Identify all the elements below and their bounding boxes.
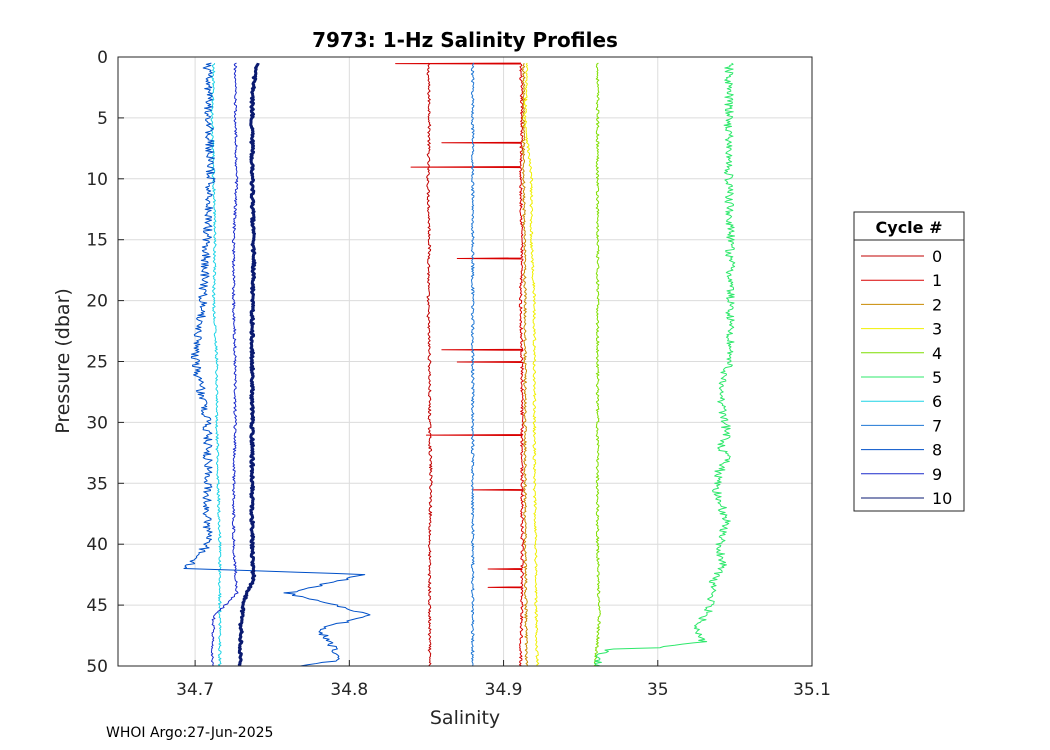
legend-label-cycle-10: 10: [932, 489, 952, 508]
legend-entries: 0 1 2 3 4 5 6 7 8 9 10: [861, 247, 952, 508]
footer-credit: WHOI Argo:27-Jun-2025: [106, 725, 274, 741]
legend-label-cycle-2: 2: [932, 295, 942, 314]
y-tick-label: 10: [86, 170, 108, 190]
legend-box: [853, 211, 965, 512]
legend-label-cycle-3: 3: [932, 320, 942, 339]
series-line-cycle-7: [470, 62, 475, 666]
legend-title: Cycle #: [876, 218, 943, 237]
series-line-cycle-5: [594, 62, 736, 666]
series-layer: [183, 62, 736, 666]
y-tick-label: 5: [97, 109, 108, 129]
y-axis-label: Pressure (dbar): [52, 288, 74, 434]
legend-label-cycle-9: 9: [932, 465, 942, 484]
series-line-cycle-3: [523, 62, 540, 666]
y-tick-labels: 0 5 10 15 20 25 30 35 40 45 50: [86, 48, 124, 677]
x-tick-label: 34.9: [485, 680, 523, 700]
x-tick-label: 35: [647, 680, 669, 700]
y-tick-label: 30: [86, 413, 108, 433]
legend-label-cycle-8: 8: [932, 441, 942, 460]
x-axis-label: Salinity: [430, 707, 500, 729]
legend-label-cycle-6: 6: [932, 392, 942, 411]
series-line-cycle-8: [183, 62, 371, 666]
series-line-cycle-9: [210, 62, 239, 666]
chart-title: 7973: 1-Hz Salinity Profiles: [312, 28, 618, 52]
legend-label-cycle-4: 4: [932, 344, 942, 363]
series-line-cycle-0: [426, 62, 433, 666]
series-line-cycle-2: [521, 62, 529, 666]
y-tick-label: 15: [86, 231, 108, 251]
y-tick-label: 0: [97, 48, 108, 68]
y-tick-label: 20: [86, 292, 108, 312]
legend: Cycle # 0 1 2 3 4 5 6 7 8 9 10: [853, 211, 965, 512]
y-tick-label: 50: [86, 657, 108, 677]
legend-label-cycle-5: 5: [932, 368, 942, 387]
y-tick-label: 45: [86, 596, 108, 616]
x-tick-label: 35.1: [793, 680, 831, 700]
legend-label-cycle-1: 1: [932, 271, 942, 290]
y-tick-label: 35: [86, 474, 108, 494]
y-tick-label: 40: [86, 535, 108, 555]
legend-label-cycle-7: 7: [932, 416, 942, 435]
legend-label-cycle-0: 0: [932, 247, 942, 266]
x-tick-label: 34.8: [330, 680, 368, 700]
series-line-cycle-10: [237, 62, 260, 666]
series-line-cycle-1: [395, 62, 524, 666]
y-tick-label: 25: [86, 353, 108, 373]
series-line-cycle-4: [593, 62, 601, 666]
x-tick-label: 34.7: [176, 680, 214, 700]
x-tick-labels: 34.7 34.8 34.9 35 35.1: [176, 660, 831, 700]
